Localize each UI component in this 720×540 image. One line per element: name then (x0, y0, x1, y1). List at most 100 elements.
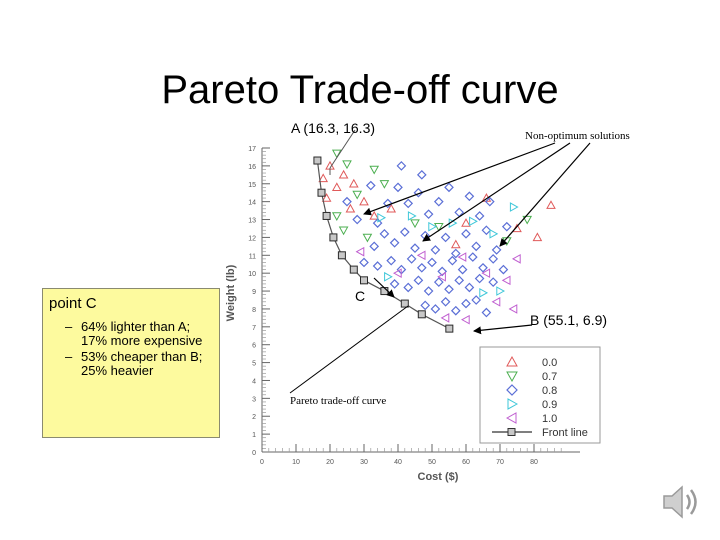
x-tick-label: 10 (292, 459, 300, 466)
scatter-point (440, 232, 451, 243)
scatter-point (342, 196, 352, 207)
scatter-point (469, 216, 478, 227)
y-tick-label: 15 (248, 182, 256, 189)
chart-legend: 0.0 0.7 0.8 0.9 1.0 Front line (479, 346, 601, 444)
scatter-point (377, 212, 387, 223)
point-c-arrow (373, 277, 395, 298)
front-line-point (313, 156, 322, 165)
y-tick-label: 16 (248, 164, 256, 171)
y-tick-label: 0 (252, 450, 256, 457)
scatter-point (464, 191, 475, 202)
y-tick-label: 17 (248, 146, 256, 153)
scatter-point (511, 254, 521, 264)
scatter-point (410, 219, 420, 229)
scatter-point (384, 271, 393, 282)
y-tick-label: 11 (249, 253, 256, 260)
scatter-point (423, 209, 434, 220)
non-optimum-arrow-1 (363, 142, 556, 216)
scatter-point (484, 196, 495, 207)
y-tick-label: 2 (252, 414, 256, 421)
annotation-a: A (16.3, 16.3) (291, 120, 375, 136)
callout-bullet-text: 64% lighter than A; 17% more expensive (81, 319, 203, 348)
scatter-point (461, 228, 471, 239)
scatter-point (460, 314, 470, 325)
scatter-point (488, 254, 499, 264)
scatter-point (396, 161, 407, 171)
scatter-point (369, 210, 380, 220)
legend-marker (506, 371, 518, 383)
scatter-point (457, 252, 467, 262)
non-optimum-arrow-2 (422, 142, 571, 242)
scatter-point (359, 196, 369, 206)
scatter-point (345, 203, 356, 213)
annotation-c: C (355, 288, 365, 304)
scatter-point (481, 307, 492, 318)
front-line-point (445, 324, 454, 333)
scatter-point (437, 271, 446, 282)
scatter-point (481, 225, 492, 236)
scatter-point (427, 257, 437, 268)
x-tick-label: 40 (394, 459, 402, 466)
y-tick-label: 1 (252, 432, 256, 439)
scatter-point (433, 222, 444, 232)
scatter-point (369, 165, 380, 175)
scatter-point (352, 214, 363, 225)
scatter-point (509, 202, 519, 212)
scatter-point (416, 169, 427, 180)
scatter-point (331, 212, 342, 221)
scatter-point (440, 296, 451, 307)
scatter-point (532, 232, 543, 242)
scatter-point (471, 241, 482, 252)
front-line-point (322, 211, 331, 220)
scatter-point (393, 182, 403, 193)
scatter-point (406, 254, 417, 264)
x-tick-label: 0 (260, 459, 264, 466)
annotation-b: B (55.1, 6.9) (530, 312, 607, 328)
scatter-point (478, 262, 488, 273)
scatter-point (331, 182, 342, 192)
scatter-point (416, 262, 427, 273)
scatter-point (481, 268, 491, 279)
y-tick-label: 12 (248, 235, 256, 242)
callout-bullet: – 53% cheaper than B; 25% heavier (65, 350, 213, 378)
y-tick-label: 10 (248, 271, 256, 278)
legend-marker (506, 384, 518, 396)
scatter-point (501, 221, 512, 232)
scatter-point (413, 187, 424, 198)
y-tick-label: 7 (252, 325, 256, 332)
scatter-point (489, 228, 499, 239)
x-tick-label: 80 (530, 459, 538, 466)
scatter-point (420, 230, 431, 241)
scatter-point (433, 277, 444, 287)
scatter-point (447, 255, 458, 266)
scatter-point (444, 182, 454, 193)
legend-marker (507, 398, 519, 410)
scatter-point (379, 180, 390, 189)
scatter-point (546, 200, 556, 209)
legend-marker (505, 412, 517, 424)
scatter-point (372, 218, 383, 228)
scatter-point (348, 178, 359, 188)
point-b-arrow (473, 324, 533, 335)
scatter-point (488, 277, 499, 287)
scatter-point (461, 218, 471, 227)
callout-heading: point C (49, 295, 97, 312)
scatter-point (392, 268, 402, 279)
callout-box: point C – 64% lighter than A; 17% more e… (42, 288, 220, 438)
legend-marker (506, 355, 518, 367)
annotation-non-optimum: Non-optimum solutions (525, 130, 630, 142)
scatter-point (450, 239, 461, 249)
scatter-point (369, 241, 380, 252)
front-line-point (417, 310, 426, 319)
scatter-point (379, 228, 390, 239)
scatter-point (386, 255, 397, 266)
scatter-point (479, 287, 489, 298)
speaker-icon[interactable] (658, 478, 706, 526)
annotation-a-leader (329, 129, 356, 169)
x-tick-label: 30 (360, 459, 368, 466)
callout-bullet: – 64% lighter than A; 17% more expensive (65, 320, 213, 348)
front-line-point (329, 233, 338, 242)
non-optimum-arrow-3 (499, 142, 591, 247)
